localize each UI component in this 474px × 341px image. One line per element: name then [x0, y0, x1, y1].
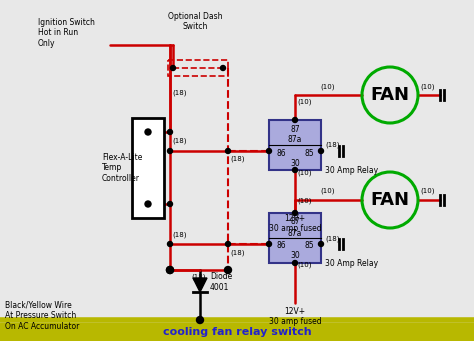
Text: 86: 86: [276, 148, 286, 158]
Text: (18): (18): [230, 250, 245, 256]
Bar: [0, 323, 474, 341]
Text: (18): (18): [191, 273, 206, 280]
Polygon shape: [193, 278, 207, 292]
Bar: [269, 213, 321, 263]
Text: (10): (10): [297, 262, 311, 268]
Circle shape: [171, 65, 175, 71]
Text: Diode
4001: Diode 4001: [210, 272, 232, 292]
Text: (10): (10): [297, 197, 311, 204]
Text: (10): (10): [420, 188, 435, 194]
Text: (10): (10): [320, 188, 335, 194]
Circle shape: [166, 267, 173, 273]
Text: 87a: 87a: [288, 135, 302, 145]
Circle shape: [197, 316, 203, 324]
Text: 30: 30: [290, 159, 300, 167]
Text: (10): (10): [420, 83, 435, 89]
Circle shape: [292, 210, 298, 216]
Bar: [168, 60, 228, 76]
Text: (10): (10): [320, 83, 335, 89]
Circle shape: [266, 148, 272, 153]
Text: 30 Amp Relay: 30 Amp Relay: [325, 166, 378, 175]
Circle shape: [319, 148, 323, 153]
Circle shape: [292, 118, 298, 122]
Circle shape: [266, 241, 272, 247]
Circle shape: [145, 201, 151, 207]
Circle shape: [225, 267, 231, 273]
Circle shape: [292, 261, 298, 266]
Circle shape: [319, 241, 323, 247]
Text: FAN: FAN: [371, 86, 410, 104]
Text: (18): (18): [172, 90, 186, 97]
Text: 85: 85: [304, 148, 314, 158]
Text: 87: 87: [290, 218, 300, 226]
Text: (10): (10): [297, 99, 311, 105]
Circle shape: [226, 148, 230, 153]
Text: FAN: FAN: [371, 191, 410, 209]
Circle shape: [145, 129, 151, 135]
Text: 30: 30: [290, 252, 300, 261]
Circle shape: [167, 148, 173, 153]
Text: 85: 85: [304, 241, 314, 251]
Bar: [269, 120, 321, 170]
Circle shape: [167, 202, 173, 207]
Text: (18): (18): [325, 235, 339, 241]
Text: 12V+
30 amp fused: 12V+ 30 amp fused: [269, 307, 321, 326]
Circle shape: [220, 65, 226, 71]
Circle shape: [292, 167, 298, 173]
Text: 87a: 87a: [288, 228, 302, 237]
Circle shape: [167, 130, 173, 134]
Text: cooling fan relay switch: cooling fan relay switch: [163, 327, 311, 337]
Text: (18): (18): [172, 138, 186, 145]
Text: (10): (10): [297, 169, 311, 176]
Text: (18): (18): [325, 142, 339, 148]
Text: Flex-A-Lite
Temp
Controller: Flex-A-Lite Temp Controller: [102, 153, 142, 183]
Text: 12V+
30 amp fused: 12V+ 30 amp fused: [269, 214, 321, 233]
Text: Black/Yellow Wire
At Pressure Switch
On AC Accumulator: Black/Yellow Wire At Pressure Switch On …: [5, 301, 79, 331]
Text: Ignition Switch
Hot in Run
Only: Ignition Switch Hot in Run Only: [38, 18, 95, 48]
Circle shape: [226, 241, 230, 247]
Text: (18): (18): [230, 155, 245, 162]
Text: 86: 86: [276, 241, 286, 251]
Circle shape: [167, 241, 173, 247]
Text: 30 Amp Relay: 30 Amp Relay: [325, 259, 378, 268]
Text: Optional Dash
Switch: Optional Dash Switch: [168, 12, 222, 31]
Circle shape: [166, 267, 173, 273]
Text: (18): (18): [172, 231, 186, 237]
Bar: [132, 118, 164, 218]
Text: 87: 87: [290, 124, 300, 133]
